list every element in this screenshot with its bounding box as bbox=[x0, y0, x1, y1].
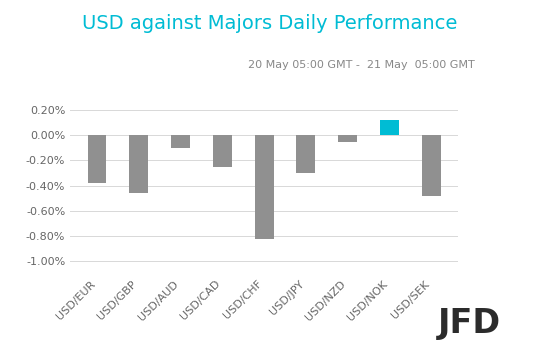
Bar bbox=[88, 135, 107, 183]
Bar bbox=[213, 135, 232, 167]
Bar bbox=[338, 135, 357, 141]
Text: JFD: JFD bbox=[438, 307, 501, 340]
Bar bbox=[129, 135, 148, 193]
Bar bbox=[296, 135, 315, 173]
Text: USD against Majors Daily Performance: USD against Majors Daily Performance bbox=[82, 14, 457, 33]
Bar bbox=[421, 135, 440, 196]
Text: 20 May 05:00 GMT -  21 May  05:00 GMT: 20 May 05:00 GMT - 21 May 05:00 GMT bbox=[247, 60, 474, 69]
Bar bbox=[255, 135, 273, 239]
Bar bbox=[171, 135, 190, 148]
Bar bbox=[380, 120, 399, 135]
